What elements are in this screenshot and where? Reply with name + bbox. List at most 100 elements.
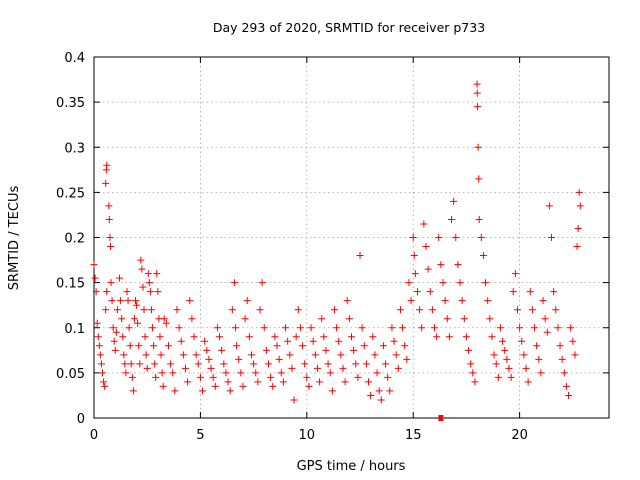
data-point bbox=[182, 364, 190, 372]
data-point bbox=[119, 333, 127, 341]
data-point bbox=[121, 360, 129, 368]
data-point bbox=[556, 342, 564, 350]
data-point bbox=[245, 333, 253, 341]
data-point bbox=[462, 333, 470, 341]
data-point bbox=[222, 369, 230, 377]
data-point bbox=[403, 355, 411, 363]
data-point bbox=[396, 306, 404, 314]
data-point bbox=[151, 360, 159, 368]
data-point bbox=[531, 324, 539, 332]
data-point bbox=[576, 202, 584, 210]
data-point bbox=[550, 288, 558, 296]
data-point bbox=[539, 297, 547, 305]
data-point bbox=[262, 346, 270, 354]
data-point bbox=[313, 364, 321, 372]
data-point bbox=[445, 333, 453, 341]
data-point bbox=[167, 360, 175, 368]
data-point bbox=[350, 346, 358, 354]
data-point bbox=[422, 243, 430, 251]
data-point bbox=[567, 324, 575, 332]
data-point bbox=[386, 387, 394, 395]
data-point bbox=[192, 351, 200, 359]
data-point bbox=[140, 306, 148, 314]
data-point bbox=[524, 378, 532, 386]
data-point bbox=[290, 396, 298, 404]
data-point bbox=[299, 342, 307, 350]
data-point bbox=[311, 351, 319, 359]
data-point bbox=[560, 369, 568, 377]
data-point bbox=[548, 234, 556, 241]
data-point bbox=[488, 333, 496, 341]
data-point bbox=[207, 364, 215, 372]
data-point bbox=[345, 315, 353, 323]
data-point bbox=[384, 373, 392, 381]
data-point bbox=[260, 324, 268, 332]
data-point bbox=[526, 288, 534, 296]
data-point bbox=[188, 315, 196, 323]
y-axis-label: SRMTID / TECUs bbox=[7, 186, 22, 291]
data-point bbox=[226, 387, 234, 395]
data-point bbox=[159, 382, 167, 390]
data-point bbox=[184, 378, 192, 386]
data-point bbox=[199, 387, 207, 395]
data-point bbox=[134, 319, 142, 327]
data-point bbox=[127, 360, 135, 368]
data-point bbox=[356, 252, 364, 260]
data-point bbox=[273, 342, 281, 350]
data-point bbox=[324, 360, 332, 368]
data-point bbox=[492, 360, 500, 368]
data-point bbox=[175, 324, 183, 332]
data-point bbox=[435, 234, 443, 241]
y-tick-label: 0.25 bbox=[56, 186, 85, 201]
data-point bbox=[158, 369, 166, 377]
data-point bbox=[101, 382, 109, 390]
data-point bbox=[428, 306, 436, 314]
data-point bbox=[358, 324, 366, 332]
axis-marker bbox=[438, 415, 444, 421]
data-point bbox=[326, 369, 334, 377]
data-point bbox=[205, 355, 213, 363]
data-point bbox=[371, 351, 379, 359]
data-point bbox=[407, 297, 415, 305]
data-point bbox=[137, 256, 145, 264]
data-point bbox=[117, 297, 125, 305]
data-point bbox=[439, 279, 447, 287]
data-point bbox=[126, 342, 134, 350]
data-point bbox=[303, 373, 311, 381]
data-point bbox=[106, 234, 114, 241]
data-point bbox=[520, 351, 528, 359]
data-point bbox=[96, 351, 104, 359]
data-point bbox=[142, 351, 150, 359]
data-point bbox=[467, 360, 475, 368]
data-point bbox=[129, 387, 137, 395]
data-point bbox=[333, 324, 341, 332]
data-point bbox=[267, 373, 275, 381]
data-point bbox=[507, 373, 515, 381]
data-point bbox=[490, 351, 498, 359]
data-point bbox=[105, 215, 113, 223]
data-point bbox=[160, 315, 168, 323]
data-point bbox=[109, 324, 117, 332]
data-point bbox=[190, 333, 198, 341]
chart-title: Day 293 of 2020, SRMTID for receiver p73… bbox=[213, 20, 485, 35]
data-point bbox=[494, 373, 502, 381]
data-point bbox=[120, 351, 128, 359]
data-point bbox=[399, 324, 407, 332]
data-point bbox=[379, 342, 387, 350]
data-point bbox=[316, 378, 324, 386]
y-tick-label: 0.15 bbox=[56, 277, 85, 292]
data-point bbox=[430, 324, 438, 332]
data-point bbox=[545, 202, 553, 210]
data-point bbox=[518, 337, 526, 345]
data-point bbox=[484, 297, 492, 305]
data-point bbox=[565, 391, 573, 399]
data-point bbox=[410, 252, 418, 260]
data-point bbox=[503, 355, 511, 363]
data-point bbox=[473, 89, 481, 97]
data-point bbox=[424, 265, 432, 273]
data-point bbox=[201, 337, 209, 345]
data-point bbox=[282, 324, 290, 332]
data-point bbox=[522, 364, 530, 372]
data-point bbox=[569, 337, 577, 345]
